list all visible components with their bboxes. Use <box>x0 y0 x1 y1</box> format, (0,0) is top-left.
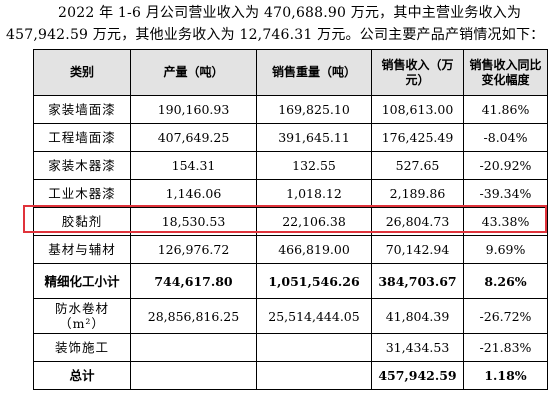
cell-sales-revenue: 2,189.86 <box>371 179 464 208</box>
table-row: 工业木器漆 1,146.06 1,018.12 2,189.86 -39.34% <box>33 179 548 208</box>
cell-output <box>130 333 257 362</box>
cell-output: 1,146.06 <box>130 179 257 208</box>
header-category: 类别 <box>33 49 131 96</box>
product-sales-table: 类别 产量（吨） 销售重量（吨） 销售收入（万元） 销售收入同比变化幅度 家装墙… <box>33 49 548 390</box>
cell-sales-revenue: 70,142.94 <box>371 235 464 264</box>
cell-sales-revenue: 384,703.67 <box>371 263 464 299</box>
cell-sales-revenue: 26,804.73 <box>371 207 464 236</box>
cell-revenue-yoy: 8.26% <box>463 263 548 299</box>
table-row-total: 总计 457,942.59 1.18% <box>33 361 548 390</box>
cell-output: 744,617.80 <box>130 263 257 299</box>
intro-paragraph: 2022 年 1-6 月公司营业收入为 470,688.90 万元，其中主营业务… <box>6 2 554 46</box>
table-row-adhesive: 胶黏剂 18,530.53 22,106.38 26,804.73 43.38% <box>33 207 548 236</box>
cell-output: 407,649.25 <box>130 123 257 152</box>
cell-sales-weight: 1,051,546.26 <box>256 263 372 299</box>
cell-category: 工业木器漆 <box>33 179 131 208</box>
cell-sales-revenue: 176,425.49 <box>371 123 464 152</box>
intro-line-2: 457,942.59 万元，其他业务收入为 12,746.31 万元。公司主要产… <box>6 27 545 43</box>
cell-category: 家装墙面漆 <box>33 95 131 124</box>
cell-revenue-yoy: 9.69% <box>463 235 548 264</box>
table-row: 家装墙面漆 190,160.93 169,825.10 108,613.00 4… <box>33 95 548 124</box>
header-output: 产量（吨） <box>130 49 257 96</box>
cell-category: 总计 <box>33 361 131 390</box>
cell-category: 防水卷材（m²） <box>33 298 131 334</box>
cell-revenue-yoy: 1.18% <box>463 361 548 390</box>
cell-revenue-yoy: 43.38% <box>463 207 548 236</box>
cell-revenue-yoy: -21.83% <box>463 333 548 362</box>
cell-category: 家装木器漆 <box>33 151 131 180</box>
cell-sales-weight: 132.55 <box>256 151 372 180</box>
cell-output: 190,160.93 <box>130 95 257 124</box>
header-sales-weight: 销售重量（吨） <box>256 49 372 96</box>
cell-output <box>130 361 257 390</box>
cell-sales-weight: 466,819.00 <box>256 235 372 264</box>
header-revenue-yoy: 销售收入同比变化幅度 <box>463 49 548 96</box>
cell-sales-revenue: 41,804.39 <box>371 298 464 334</box>
cell-sales-weight: 169,825.10 <box>256 95 372 124</box>
cell-sales-weight: 22,106.38 <box>256 207 372 236</box>
cell-output: 28,856,816.25 <box>130 298 257 334</box>
cell-output: 154.31 <box>130 151 257 180</box>
cell-sales-weight <box>256 361 372 390</box>
cell-category: 装饰施工 <box>33 333 131 362</box>
cell-revenue-yoy: -39.34% <box>463 179 548 208</box>
table-header-row: 类别 产量（吨） 销售重量（吨） 销售收入（万元） 销售收入同比变化幅度 <box>33 49 548 96</box>
cell-revenue-yoy: 41.86% <box>463 95 548 124</box>
cell-output: 126,976.72 <box>130 235 257 264</box>
cell-revenue-yoy: -26.72% <box>463 298 548 334</box>
cell-sales-weight: 25,514,444.05 <box>256 298 372 334</box>
table-row-subtotal: 精细化工小计 744,617.80 1,051,546.26 384,703.6… <box>33 263 548 299</box>
cell-output: 18,530.53 <box>130 207 257 236</box>
cell-category: 胶黏剂 <box>33 207 131 236</box>
table-row: 家装木器漆 154.31 132.55 527.65 -20.92% <box>33 151 548 180</box>
cell-sales-revenue: 527.65 <box>371 151 464 180</box>
table-row: 防水卷材（m²） 28,856,816.25 25,514,444.05 41,… <box>33 298 548 334</box>
header-sales-revenue: 销售收入（万元） <box>371 49 464 96</box>
cell-sales-revenue: 108,613.00 <box>371 95 464 124</box>
cell-sales-weight: 1,018.12 <box>256 179 372 208</box>
table-row: 工程墙面漆 407,649.25 391,645.11 176,425.49 -… <box>33 123 548 152</box>
table-row: 基材与辅材 126,976.72 466,819.00 70,142.94 9.… <box>33 235 548 264</box>
cell-sales-revenue: 31,434.53 <box>371 333 464 362</box>
cell-sales-weight: 391,645.11 <box>256 123 372 152</box>
cell-category: 基材与辅材 <box>33 235 131 264</box>
cell-revenue-yoy: -20.92% <box>463 151 548 180</box>
cell-category: 精细化工小计 <box>33 263 131 299</box>
cell-revenue-yoy: -8.04% <box>463 123 548 152</box>
cell-sales-revenue: 457,942.59 <box>371 361 464 390</box>
intro-line-1: 2022 年 1-6 月公司营业收入为 470,688.90 万元，其中主营业务… <box>58 5 522 21</box>
table-row: 装饰施工 31,434.53 -21.83% <box>33 333 548 362</box>
cell-category: 工程墙面漆 <box>33 123 131 152</box>
cell-sales-weight <box>256 333 372 362</box>
